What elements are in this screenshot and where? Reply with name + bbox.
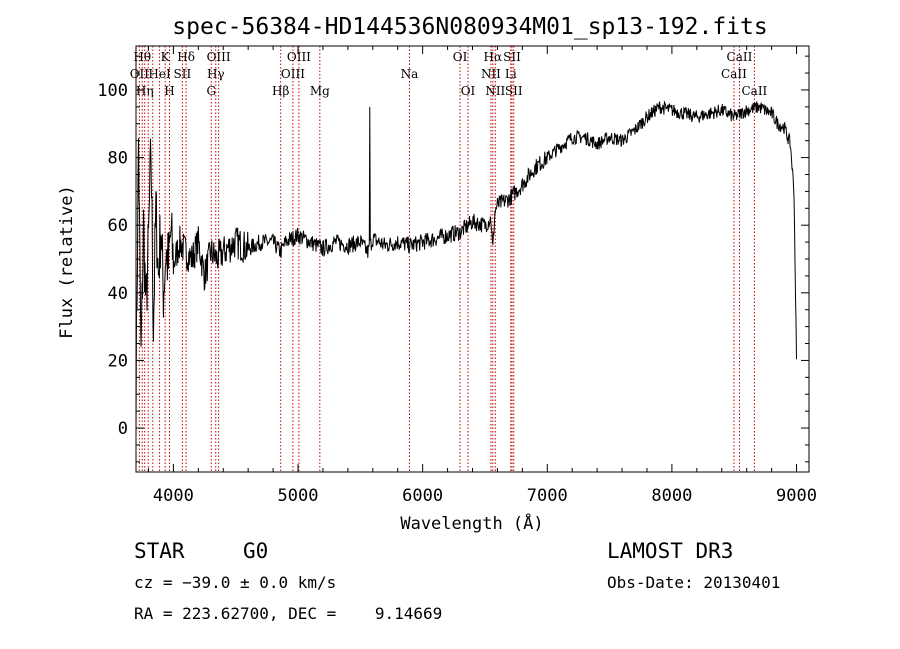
obs-date-label: Obs-Date: 20130401 — [607, 573, 781, 592]
line-label: CaII — [741, 84, 767, 98]
spectrum-series-line — [135, 100, 797, 432]
y-tick-label: 0 — [118, 419, 128, 439]
line-label: Hγ — [207, 67, 225, 81]
line-label: Hθ — [133, 50, 151, 64]
y-axis: 0 20 40 60 80 100 — [97, 55, 809, 463]
line-label: OI — [453, 50, 468, 64]
chart-title: spec-56384-HD144536N080934M01_sp13-192.f… — [172, 14, 767, 40]
radec-label: RA = 223.62700, DEC = 9.14669 — [134, 604, 443, 623]
line-label: OII — [130, 67, 150, 81]
object-class-label: STAR — [134, 539, 185, 563]
line-label: G — [206, 84, 216, 98]
y-tick-label: 20 — [108, 351, 128, 371]
line-label: Hα — [484, 50, 503, 64]
plot-frame — [135, 45, 810, 473]
x-tick-label: 9000 — [776, 486, 817, 506]
x-tick-label: 8000 — [651, 486, 692, 506]
line-label: Mg — [310, 84, 330, 98]
line-label: NII — [485, 84, 505, 98]
y-tick-label: 40 — [108, 284, 128, 304]
y-tick-label: 80 — [108, 149, 128, 169]
subclass-label: G0 — [243, 539, 269, 563]
line-label: H — [164, 84, 174, 98]
x-tick-label: 5000 — [278, 486, 319, 506]
line-label: NII — [481, 67, 501, 81]
line-label: Na — [401, 67, 419, 81]
line-label: CaII — [727, 50, 753, 64]
x-tick-label: 6000 — [402, 486, 443, 506]
x-tick-label: 4000 — [153, 486, 194, 506]
cz-label: cz = −39.0 ± 0.0 km/s — [134, 573, 337, 592]
line-label: Hδ — [177, 50, 195, 64]
line-label: OI — [461, 84, 476, 98]
line-label: SII — [174, 67, 192, 81]
line-label: SII — [505, 84, 523, 98]
line-label: Hβ — [272, 84, 289, 98]
y-tick-label: 60 — [108, 216, 128, 236]
line-label: HeI — [148, 67, 171, 81]
emission-lines-layer — [138, 46, 755, 472]
line-label: CaII — [721, 67, 747, 81]
x-tick-label: 7000 — [527, 486, 568, 506]
y-tick-label: 100 — [97, 81, 128, 101]
survey-label: LAMOST DR3 — [607, 539, 734, 563]
line-label: OIII — [281, 67, 305, 81]
line-label: SII — [503, 50, 521, 64]
x-axis: 4000 5000 6000 7000 8000 9000 — [147, 46, 817, 506]
line-label: OIII — [287, 50, 311, 64]
line-label: OIII — [207, 50, 231, 64]
line-label: K — [161, 50, 171, 64]
y-axis-label: Flux (relative) — [57, 185, 77, 339]
line-label: Hη — [136, 84, 154, 98]
x-axis-label: Wavelength (Å) — [400, 512, 543, 534]
line-label: Li — [505, 67, 517, 81]
